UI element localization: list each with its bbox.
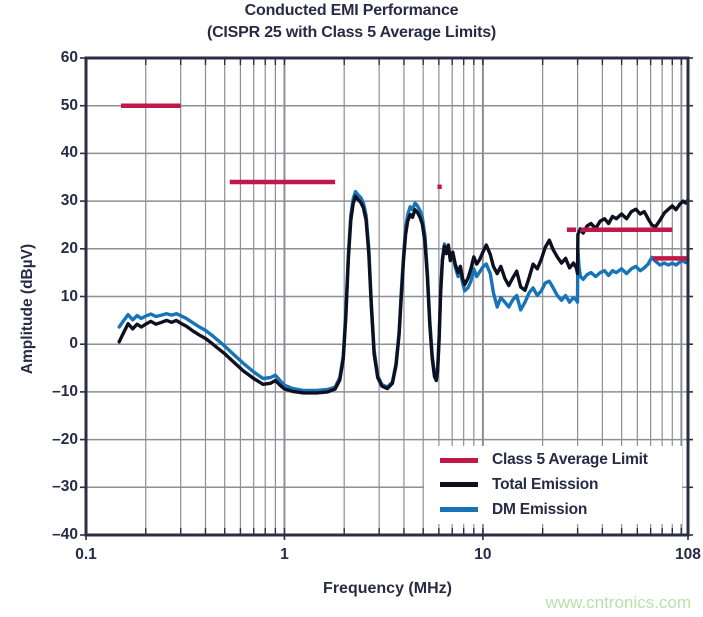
- y-tick-label: 10: [60, 287, 78, 305]
- y-tick-label: 60: [60, 49, 78, 66]
- x-tick-label: 108: [675, 546, 701, 563]
- y-tick-label: 0: [69, 335, 78, 353]
- y-tick-label: –30: [52, 478, 78, 496]
- legend-label-class5-limit: Class 5 Average Limit: [492, 451, 648, 469]
- watermark: www.cntronics.com: [545, 593, 691, 612]
- legend-swatch-dm-emission: [440, 507, 478, 513]
- x-tick-label: 0.1: [75, 546, 97, 563]
- y-tick-label: 50: [60, 96, 78, 114]
- chart-legend: Class 5 Average Limit Total Emission DM …: [424, 446, 682, 524]
- chart-title: Conducted EMI Performance: [244, 2, 459, 19]
- y-tick-label: 30: [60, 192, 78, 210]
- y-tick-label: –10: [52, 382, 78, 400]
- legend-label-dm-emission: DM Emission: [492, 500, 588, 518]
- legend-item-class5-average-limit: Class 5 Average Limit: [424, 448, 682, 472]
- y-tick-label: 40: [60, 144, 78, 162]
- legend-label-total-emission: Total Emission: [492, 475, 599, 493]
- x-tick-label: 1: [280, 546, 289, 563]
- legend-swatch-total-emission: [440, 482, 478, 488]
- legend-item-dm-emission: DM Emission: [424, 498, 682, 522]
- y-tick-label: –40: [52, 526, 78, 543]
- x-tick-label: 10: [474, 546, 492, 563]
- y-tick-label: –20: [52, 430, 78, 448]
- chart-subtitle: (CISPR 25 with Class 5 Average Limits): [206, 24, 497, 41]
- series-line-total-emission: [117, 194, 690, 395]
- x-axis-label: Frequency (MHz): [323, 580, 452, 597]
- y-tick-label: 20: [60, 239, 78, 257]
- legend-item-total-emission: Total Emission: [424, 473, 682, 497]
- legend-swatch-class5-limit: [440, 457, 478, 463]
